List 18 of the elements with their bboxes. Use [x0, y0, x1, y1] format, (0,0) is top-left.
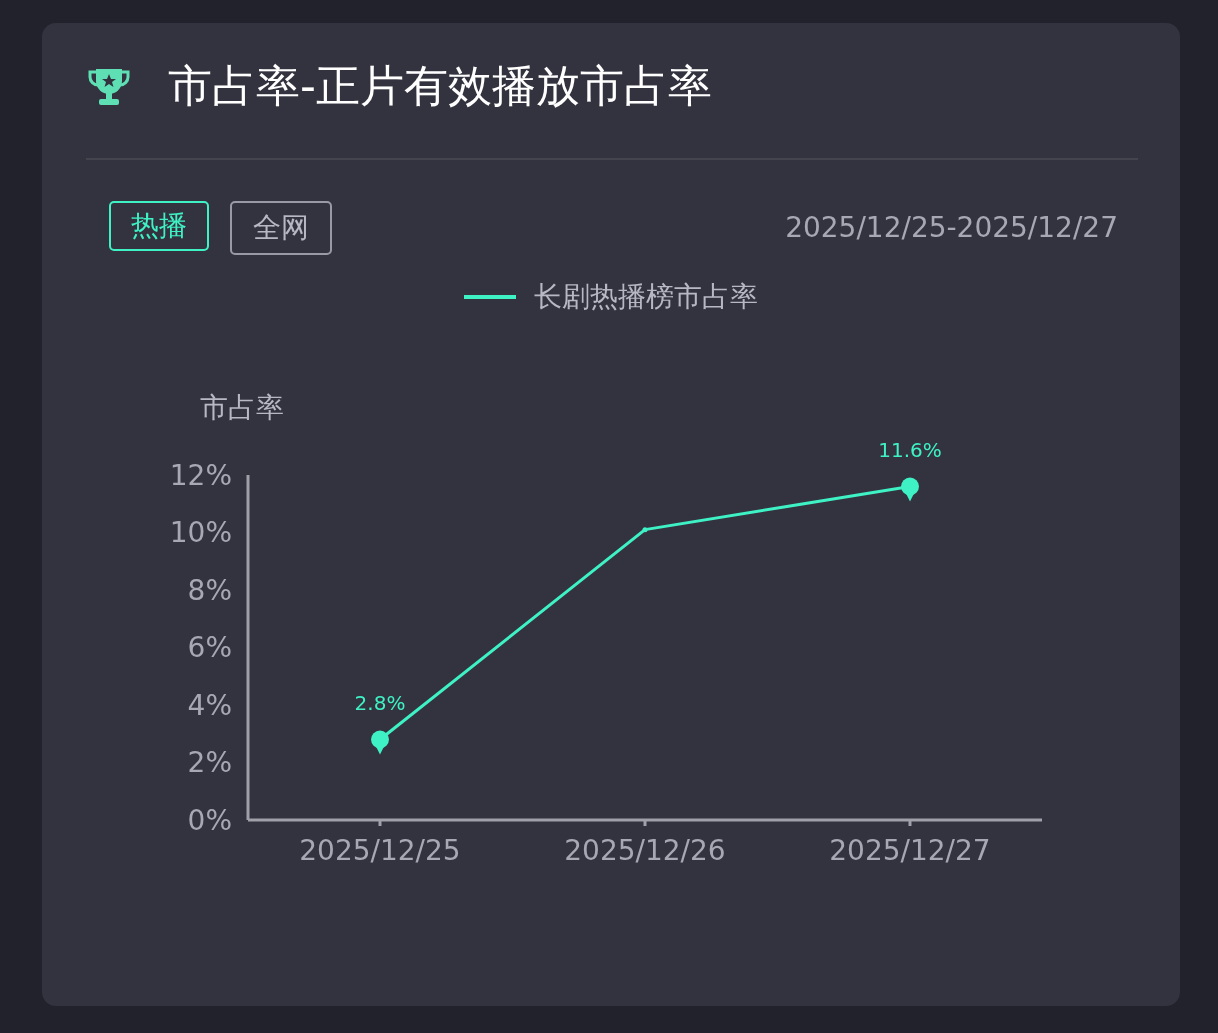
y-tick-label: 10% [169, 516, 232, 550]
y-tick-label: 6% [187, 631, 232, 665]
y-tick-label: 2% [187, 746, 232, 780]
y-tick-label: 4% [187, 688, 232, 722]
chart-title: 市占率-正片有效播放市占率 [168, 59, 712, 113]
text: 全网 [230, 201, 332, 255]
data-label: 2.8% [354, 690, 406, 715]
x-tick-label: 2025/12/27 [829, 833, 991, 867]
y-tick-label: 12% [169, 458, 232, 492]
y-axis-title: 市占率 [200, 390, 284, 426]
y-tick-label: 8% [187, 573, 232, 607]
legend-label: 长剧热播榜市占率 [534, 279, 758, 315]
x-tick-label: 2025/12/25 [299, 833, 461, 867]
y-tick-label: 0% [187, 803, 232, 837]
text: 热播 [109, 201, 209, 251]
data-label: 11.6% [878, 437, 942, 462]
x-tick-label: 2025/12/26 [564, 833, 726, 867]
text: 2025/12/25-2025/12/27 [785, 211, 1118, 244]
